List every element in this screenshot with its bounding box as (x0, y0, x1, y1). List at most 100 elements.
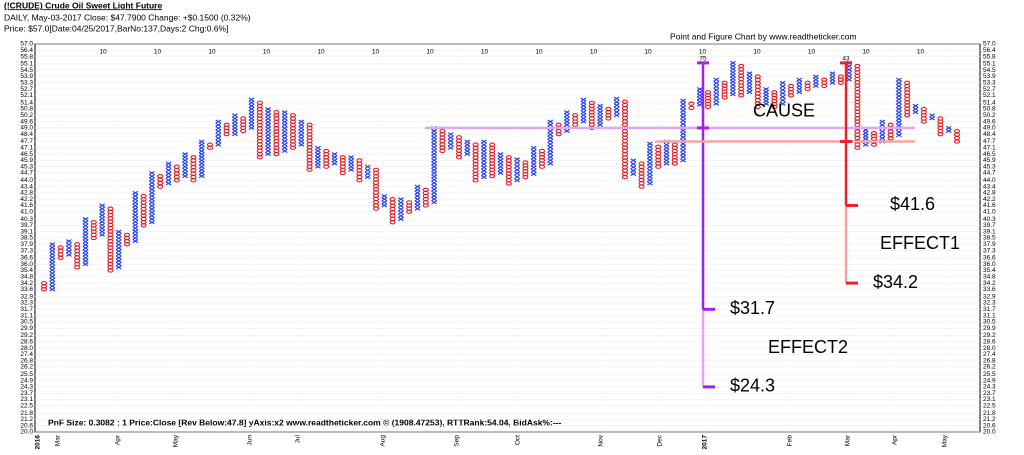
x-symbol (315, 152, 321, 157)
o-symbol (107, 206, 114, 211)
x-symbol (713, 84, 720, 89)
x-symbol (431, 171, 437, 176)
x-symbol (829, 74, 836, 79)
y-tick-label: 24.3 (20, 384, 33, 391)
y-tick-label-right: 52.1 (983, 92, 996, 99)
o-symbol (140, 193, 147, 199)
o-column (107, 206, 114, 273)
x-symbol (364, 171, 371, 176)
x-column (580, 97, 587, 124)
x-symbol (265, 106, 271, 112)
x-symbol (597, 122, 603, 127)
x-tick-label: Jul (295, 434, 302, 443)
x-symbol (680, 108, 686, 113)
column-marker: 10 (699, 49, 707, 56)
x-symbol (547, 129, 554, 134)
x-symbol (696, 93, 703, 98)
x-symbol (414, 187, 421, 192)
o-column (937, 116, 944, 137)
x-symbol (514, 164, 520, 169)
x-symbol (779, 91, 786, 96)
x-tick-label: May (942, 434, 949, 447)
x-symbol (331, 158, 338, 163)
y-tick-label: 56.4 (20, 47, 33, 54)
x-symbol (945, 128, 952, 134)
x-symbol (481, 139, 487, 144)
y-tick-label-right: 49.6 (983, 118, 996, 125)
x-symbol (431, 151, 437, 156)
x-symbol (248, 113, 255, 118)
y-tick-label: 41.0 (20, 209, 33, 216)
x-symbol (481, 168, 487, 173)
column-marker: 10 (372, 49, 380, 56)
x-symbol (298, 136, 305, 141)
x-symbol (315, 145, 321, 150)
x-symbol (215, 126, 222, 131)
x-symbol (248, 122, 255, 127)
x-symbol (431, 177, 437, 182)
x-symbol (348, 164, 354, 169)
x-column (198, 139, 205, 179)
y-tick-label: 34.2 (20, 280, 33, 287)
x-symbol (613, 109, 620, 115)
x-symbol (331, 155, 338, 160)
y-tick-label-right: 32.9 (983, 293, 996, 300)
x-symbol (265, 148, 271, 153)
o-symbol (704, 90, 712, 95)
x-symbol (281, 139, 288, 144)
y-tick-label: 29.2 (20, 332, 33, 339)
x-column (132, 190, 139, 244)
o-column (289, 113, 297, 150)
y-tick-label: 45.9 (20, 157, 33, 164)
y-tick-label: 32.3 (20, 300, 33, 307)
x-symbol (779, 80, 786, 85)
x-symbol (414, 193, 421, 199)
x-tick-label: Apr (115, 434, 122, 445)
x-symbol (132, 213, 139, 218)
o-symbol (123, 232, 131, 238)
column-marker: 10 (644, 49, 652, 56)
y-tick-label-right: 25.5 (983, 371, 996, 378)
footer: PnF Size: 0.3082 ; 1 Price:Close [Rev Be… (48, 417, 561, 427)
x-symbol (597, 119, 603, 124)
x-symbol (647, 144, 653, 150)
o-symbol (422, 187, 429, 192)
o-column (572, 113, 579, 127)
x-column (265, 106, 271, 157)
x-symbol (398, 213, 404, 218)
x-symbol (713, 91, 720, 96)
x-symbol (232, 116, 238, 121)
x-symbol (912, 106, 919, 112)
x-symbol (896, 116, 902, 121)
x-symbol (298, 119, 305, 124)
o-column (754, 74, 761, 110)
x-symbol (680, 135, 686, 140)
x-symbol (132, 210, 139, 215)
x-symbol (398, 200, 404, 205)
x-symbol (464, 139, 471, 144)
x-symbol (663, 155, 670, 160)
x-symbol (564, 119, 570, 124)
o-column (771, 90, 778, 110)
x-symbol (82, 249, 89, 254)
x-symbol (99, 222, 105, 228)
x-symbol (165, 168, 172, 173)
x-symbol (630, 165, 637, 170)
x-symbol (647, 154, 653, 159)
x-symbol (414, 184, 421, 189)
x-symbol (115, 249, 122, 254)
x-symbol (49, 277, 56, 282)
x-symbol (82, 233, 89, 238)
x-symbol (547, 148, 554, 153)
x-symbol (846, 67, 852, 72)
y-tick-label: 28.6 (20, 339, 33, 346)
x-symbol (66, 239, 72, 244)
o-symbol (206, 142, 214, 147)
x-symbol (730, 76, 736, 81)
x-symbol (680, 118, 686, 123)
o-symbol (372, 167, 380, 172)
y-tick-label: 23.1 (20, 396, 33, 403)
x-symbol (663, 145, 670, 150)
x-symbol (680, 121, 686, 126)
y-tick-label-right: 24.9 (983, 377, 996, 384)
